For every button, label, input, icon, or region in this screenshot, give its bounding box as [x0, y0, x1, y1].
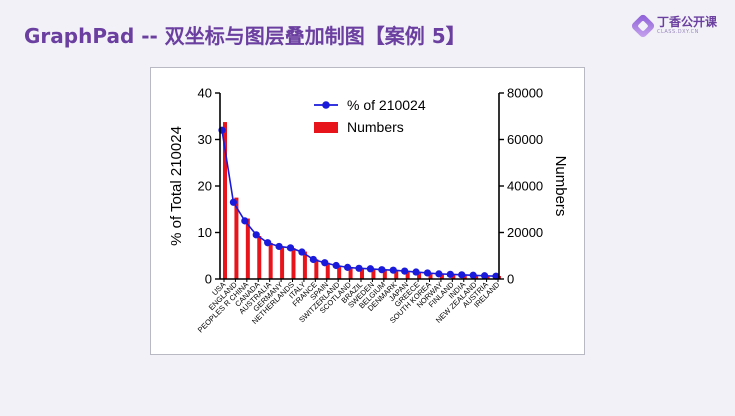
bar-finland — [451, 274, 456, 279]
left-tick-label: 40 — [198, 86, 212, 101]
line-point-spain — [321, 259, 329, 267]
right-tick-label: 0 — [507, 272, 514, 287]
line-point-south-korea — [423, 269, 432, 277]
chart-frame: 0 10 20 30 40 0 20000 40000 60000 80000 USA ENGLAND… — [150, 67, 585, 355]
right-tick-label: 80000 — [507, 86, 543, 101]
line-point-india — [458, 271, 466, 279]
line-point-peoples-r-china — [241, 217, 249, 225]
legend-label-percent: % of 210024 — [347, 97, 426, 113]
line-point-germany — [275, 242, 283, 251]
line-point-japan — [401, 267, 409, 275]
bar-australia — [268, 242, 273, 279]
line-point-switzerland — [332, 261, 340, 270]
bar-sweden — [371, 268, 376, 279]
right-axis-title: Numbers — [552, 156, 569, 217]
line-point-italy — [298, 248, 306, 256]
legend-bar-swatch — [314, 122, 338, 133]
bar-denmark — [394, 270, 399, 279]
logo-text: 丁香公开课 — [656, 15, 717, 29]
logo-subtext: CLASS.DXY.CN — [656, 29, 699, 35]
line-point-scotland — [343, 263, 352, 271]
line-point-brazil — [355, 264, 363, 272]
legend-line-marker — [322, 101, 330, 109]
line-point-netherlands — [286, 244, 295, 252]
right-tick-label: 40000 — [507, 179, 543, 194]
bar-peoples-r-china — [245, 218, 250, 279]
line-point-canada — [252, 231, 260, 239]
bar-netherlands — [291, 248, 296, 279]
bar-south-korea — [428, 272, 433, 279]
bar-canada — [257, 235, 262, 279]
bar-brazil — [360, 268, 364, 279]
bar-belgium — [382, 269, 387, 279]
bar-england — [234, 197, 239, 279]
bar-japan — [405, 271, 410, 279]
brand-logo: 丁香公开课 CLASS.DXY.CN — [630, 12, 717, 39]
left-axis-title: % of Total 210024 — [168, 126, 185, 246]
bar-italy — [302, 251, 307, 279]
line-point-new-zealand — [469, 271, 477, 279]
dual-axis-chart: 010203040020000400006000080000USAENGLAND… — [168, 86, 569, 335]
left-tick-label: 20 — [198, 179, 212, 194]
bar-germany — [280, 246, 285, 279]
slide-title: GraphPad -- 双坐标与图层叠加制图【案例 5】 — [24, 24, 466, 48]
bar-greece — [417, 272, 422, 279]
line-point-france — [309, 255, 317, 264]
logo-icon — [630, 12, 656, 39]
line-point-finland — [446, 270, 454, 278]
bar-scotland — [348, 267, 353, 279]
series-line — [221, 130, 497, 278]
left-tick-label: 30 — [198, 132, 212, 147]
bar-norway — [439, 273, 444, 279]
bar-spain — [325, 262, 330, 279]
line-point-norway — [435, 270, 443, 278]
left-tick-label: 0 — [205, 272, 212, 287]
right-tick-label: 20000 — [507, 225, 543, 240]
bar-france — [314, 259, 319, 279]
line-point-greece — [412, 268, 420, 276]
line-point-austria — [480, 272, 489, 280]
line-point-denmark — [389, 266, 397, 274]
line-point-sweden — [366, 265, 375, 273]
line-point-england — [229, 198, 238, 206]
line-point-ireland — [492, 272, 500, 280]
line-point-belgium — [378, 266, 386, 274]
line-point-australia — [264, 239, 272, 247]
right-tick-label: 60000 — [507, 132, 543, 147]
bar-usa — [223, 122, 227, 279]
bar-switzerland — [337, 265, 342, 279]
legend-label-numbers: Numbers — [347, 119, 404, 135]
left-tick-label: 10 — [198, 225, 212, 240]
